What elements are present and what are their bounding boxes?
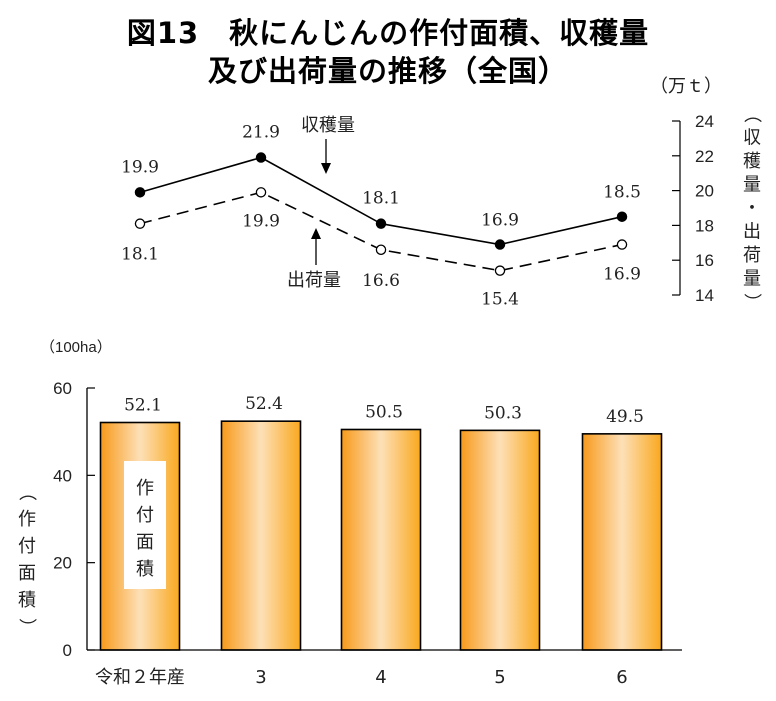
right-y-tick-label: 16 xyxy=(695,251,714,270)
svg-text:積: 積 xyxy=(136,559,154,580)
bar xyxy=(581,433,663,651)
data-label-harvest: 21.9 xyxy=(242,123,280,143)
data-point-harvest xyxy=(616,211,628,222)
bar-value-label: 50.3 xyxy=(484,403,522,423)
left-y-tick-label: 60 xyxy=(53,379,72,398)
left-y-tick-label: 20 xyxy=(53,554,72,573)
svg-text:収: 収 xyxy=(743,128,761,149)
x-tick-label: 3 xyxy=(255,667,266,688)
bar-series-label: 作付面積 xyxy=(136,478,154,580)
data-point-shipment xyxy=(494,265,506,276)
arrow-head-harvest xyxy=(321,163,331,174)
title-line-1: 図13 秋にんじんの作付面積、収穫量 xyxy=(126,16,650,50)
bar-y-axis-title: （ 作付面積 ） xyxy=(16,483,37,636)
bar-value-label: 50.5 xyxy=(365,402,403,422)
bar-unit-label: （100ha） xyxy=(40,339,112,356)
legend-harvest: 収穫量 xyxy=(301,115,355,136)
bar-value-label: 52.1 xyxy=(124,395,162,415)
svg-text:量: 量 xyxy=(743,175,761,196)
data-point-harvest xyxy=(494,239,506,250)
svg-text:出: 出 xyxy=(743,222,761,243)
right-y-tick-label: 24 xyxy=(695,112,714,131)
data-label-shipment: 16.6 xyxy=(362,271,400,291)
right-y-tick-label: 22 xyxy=(695,147,714,166)
data-label-harvest: 18.1 xyxy=(362,189,400,209)
data-label-harvest: 18.5 xyxy=(603,183,641,203)
svg-text:積: 積 xyxy=(18,590,36,611)
data-label-harvest: 19.9 xyxy=(121,157,159,177)
svg-text:）: ） xyxy=(16,618,37,636)
line-y-axis-title: （収穫量・出荷量） xyxy=(741,105,762,311)
data-point-harvest xyxy=(375,218,387,229)
x-tick-label: 6 xyxy=(616,667,627,688)
svg-text:付: 付 xyxy=(18,536,36,557)
legend-shipment: 出荷量 xyxy=(287,270,341,291)
data-point-shipment xyxy=(616,239,628,250)
chart-title: 図13 秋にんじんの作付面積、収穫量 及び出荷量の推移（全国） xyxy=(0,14,776,90)
bar-series-label-box xyxy=(124,461,166,589)
svg-text:付: 付 xyxy=(136,505,154,526)
x-tick-label: 4 xyxy=(375,667,386,688)
svg-text:穫: 穫 xyxy=(743,151,761,172)
svg-text:・: ・ xyxy=(743,198,761,219)
data-label-shipment: 16.9 xyxy=(603,265,641,285)
data-label-shipment: 18.1 xyxy=(121,245,159,265)
x-tick-label: 5 xyxy=(494,667,505,688)
bar-value-label: 49.5 xyxy=(606,407,644,427)
bar xyxy=(459,429,541,651)
bar xyxy=(340,428,422,651)
bar xyxy=(220,420,302,651)
svg-text:）: ） xyxy=(741,293,762,311)
data-point-shipment xyxy=(255,187,267,198)
data-point-harvest xyxy=(134,187,146,198)
bar-value-label: 52.4 xyxy=(245,394,283,414)
svg-text:量: 量 xyxy=(743,269,761,290)
left-y-tick-label: 0 xyxy=(63,641,72,660)
left-y-tick-label: 40 xyxy=(53,466,72,485)
line-unit-label: （万ｔ） xyxy=(650,76,722,97)
right-y-tick-label: 20 xyxy=(695,182,714,201)
data-point-harvest xyxy=(255,152,267,163)
title-line-2: 及び出荷量の推移（全国） xyxy=(207,54,568,88)
data-point-shipment xyxy=(375,244,387,256)
arrow-head-shipment xyxy=(311,228,321,239)
svg-text:（: （ xyxy=(741,105,762,123)
svg-text:面: 面 xyxy=(136,532,154,553)
line-chart: 141618202224（万ｔ）（収穫量・出荷量）19.921.918.116.… xyxy=(121,76,762,311)
data-point-shipment xyxy=(134,218,146,229)
svg-text:作: 作 xyxy=(18,509,36,530)
right-y-tick-label: 14 xyxy=(695,286,714,305)
right-y-tick-label: 18 xyxy=(695,216,714,235)
svg-text:面: 面 xyxy=(18,563,36,584)
data-label-harvest: 16.9 xyxy=(481,211,519,231)
svg-text:（: （ xyxy=(16,483,37,501)
svg-text:作: 作 xyxy=(136,478,154,499)
svg-text:荷: 荷 xyxy=(743,245,761,266)
data-label-shipment: 19.9 xyxy=(242,211,280,231)
x-tick-label: 令和２年産 xyxy=(95,667,185,688)
data-label-shipment: 15.4 xyxy=(481,290,519,310)
bar-chart: （100ha）52.1 52.4 50.5 50.3 49.50204060（作付面積）… xyxy=(16,339,682,688)
